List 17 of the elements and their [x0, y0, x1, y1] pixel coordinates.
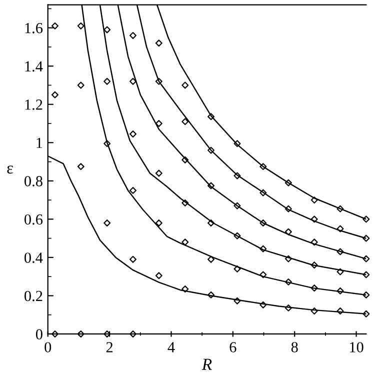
x-tick-label: 6 — [230, 342, 236, 352]
y-axis-title: ε — [7, 166, 14, 174]
x-tick-label: 4 — [168, 342, 175, 352]
y-tick-label: 0.8 — [24, 176, 42, 186]
x-tick-label: 10 — [350, 342, 364, 352]
x-tick-label: 0 — [44, 342, 52, 352]
y-tick-label: 0.4 — [24, 252, 43, 263]
y-tick-label: 0.2 — [24, 290, 42, 302]
y-tick-label: 1.6 — [25, 23, 43, 34]
y-tick-label: 1.2 — [25, 100, 42, 110]
y-tick-label: 0.6 — [24, 214, 43, 225]
y-tick-label: 0 — [36, 329, 42, 340]
x-tick-label: 8 — [291, 342, 298, 352]
x-axis-title: R — [202, 358, 212, 370]
y-tick-label: 1.4 — [25, 61, 43, 72]
x-tick-label: 2 — [106, 342, 113, 352]
y-tick-label: 1 — [36, 138, 42, 148]
